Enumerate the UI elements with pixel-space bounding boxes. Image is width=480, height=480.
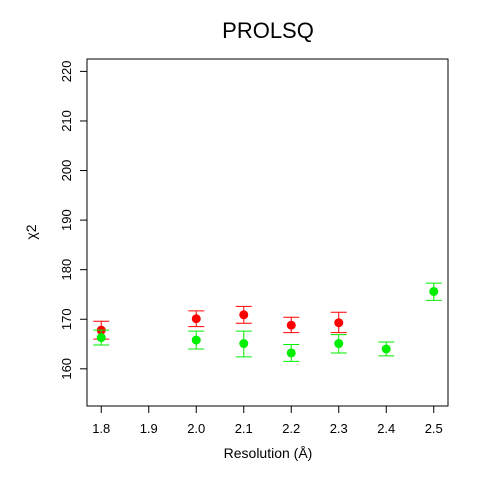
data-point [334,318,344,328]
y-tick-label: 220 [59,61,74,83]
data-point [191,314,201,324]
data-point [286,348,296,358]
x-axis-label: Resolution (Å) [224,445,313,461]
y-tick-label: 190 [59,209,74,231]
y-tick-label: 170 [59,308,74,330]
y-axis: 160 170 180 190 200 210 220 [59,61,88,380]
x-tick-label: 1.8 [92,421,110,436]
data-point [286,320,296,330]
series-1 [93,282,442,362]
data-point [429,286,439,296]
x-tick-label: 2.3 [330,421,348,436]
x-axis: 1.8 1.9 2.0 2.1 2.2 2.3 2.4 2.5 [92,405,443,436]
x-tick-label: 2.5 [425,421,443,436]
data-point [381,344,391,354]
x-tick-label: 2.2 [282,421,300,436]
y-tick-label: 210 [59,110,74,132]
data-point [334,339,344,349]
plot-frame [86,58,449,407]
data-point [191,335,201,345]
y-tick-label: 160 [59,358,74,380]
x-tick-label: 1.9 [140,421,158,436]
y-tick-label: 180 [59,259,74,281]
chart-title: PROLSQ [222,18,314,43]
data-point [239,339,249,349]
data-point [239,310,249,320]
data-point [96,333,106,343]
x-tick-label: 2.4 [377,421,395,436]
y-axis-label: χ2 [23,224,39,239]
series-0 [93,305,347,340]
data-marks [93,282,442,362]
y-tick-label: 200 [59,160,74,182]
x-tick-label: 2.1 [235,421,253,436]
x-tick-label: 2.0 [187,421,205,436]
